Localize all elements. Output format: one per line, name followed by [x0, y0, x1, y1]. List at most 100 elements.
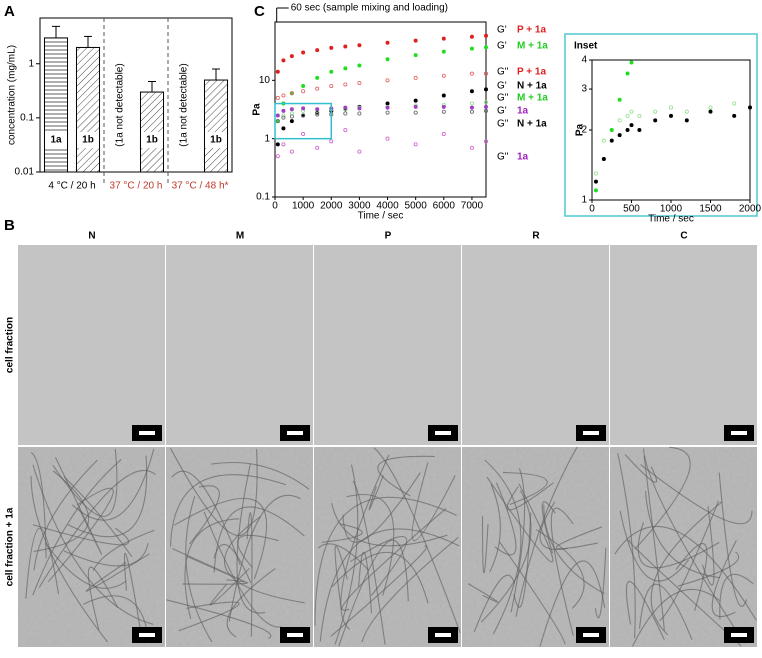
- fibril: [71, 448, 155, 521]
- legend-sample: 1a: [517, 106, 529, 117]
- y-tick-label: 0.01: [15, 167, 35, 178]
- bar-label-box: [77, 132, 99, 148]
- fibril: [184, 518, 240, 620]
- data-point: [469, 145, 474, 150]
- data-point: [469, 105, 474, 110]
- data-point: [593, 188, 598, 193]
- inset-title: Inset: [574, 41, 598, 52]
- data-point: [289, 149, 294, 154]
- fibril: [467, 583, 499, 603]
- fibril: [33, 459, 98, 571]
- inset-frame: [564, 33, 758, 217]
- data-point: [669, 113, 674, 118]
- fibril: [499, 541, 566, 645]
- group-label: 4 °C / 20 h: [48, 181, 95, 192]
- fibril: [619, 510, 690, 582]
- x-tick-label: 7000: [461, 201, 484, 212]
- column-label: R: [532, 231, 540, 242]
- data-point: [441, 36, 446, 41]
- data-point: [441, 73, 446, 78]
- data-point: [653, 109, 658, 114]
- fibril: [223, 516, 305, 604]
- fibril: [67, 455, 148, 538]
- fibril: [321, 523, 363, 543]
- x-tick-label: 4000: [376, 201, 399, 212]
- data-point: [469, 71, 474, 76]
- y-axis-label: concentration (mg/mL): [7, 45, 18, 145]
- data-point: [275, 113, 280, 118]
- fibril: [92, 529, 155, 571]
- data-point: [315, 86, 320, 91]
- y-tick-label: 0.1: [256, 192, 270, 203]
- fibril: [330, 545, 428, 637]
- data-point: [684, 118, 689, 123]
- fibril: [237, 534, 279, 568]
- scale-bar: [731, 431, 747, 435]
- data-point: [629, 109, 634, 114]
- fibril: [52, 448, 118, 517]
- micrograph-texture: [18, 447, 165, 647]
- data-point: [385, 110, 390, 115]
- fibril: [637, 522, 720, 569]
- panel-label: A: [4, 3, 15, 20]
- fibril: [331, 551, 429, 604]
- data-point: [413, 104, 418, 109]
- fibril: [628, 539, 742, 647]
- fibril: [535, 529, 585, 609]
- data-point: [281, 58, 286, 63]
- data-point: [483, 87, 488, 92]
- fibril: [718, 472, 748, 607]
- column-label: M: [236, 231, 244, 242]
- y-axis-label: Pa: [252, 103, 263, 116]
- micrograph-texture: [314, 447, 461, 647]
- fibril: [123, 552, 143, 638]
- fibril: [211, 461, 310, 490]
- data-point: [281, 115, 286, 120]
- y-tick-label: 4: [581, 55, 587, 66]
- data-point: [748, 105, 753, 110]
- fibril: [314, 496, 457, 626]
- micrograph-texture: [610, 245, 757, 445]
- plot-frame: [39, 17, 233, 173]
- bar-label: 1a: [50, 135, 62, 146]
- data-point: [357, 43, 362, 48]
- x-tick-label: 3000: [348, 201, 371, 212]
- not-detectable-note: (1a not detectable): [115, 63, 126, 146]
- panel-label: C: [254, 3, 265, 20]
- fibril: [539, 560, 606, 647]
- fibril: [172, 548, 245, 582]
- data-point: [329, 45, 334, 50]
- fibril: [349, 536, 408, 597]
- data-point: [413, 38, 418, 43]
- legend-modulus: G": [497, 67, 509, 78]
- scale-bar: [435, 431, 451, 435]
- fibril: [63, 542, 149, 567]
- data-point: [413, 110, 418, 115]
- data-point: [357, 81, 362, 86]
- micrograph-texture: [314, 245, 461, 445]
- data-point: [413, 142, 418, 147]
- fibril: [47, 487, 114, 583]
- data-point: [629, 123, 634, 128]
- fibril: [701, 506, 715, 586]
- data-point: [281, 113, 286, 118]
- row-label: cell fraction: [5, 317, 16, 373]
- scale-bar: [435, 633, 451, 637]
- data-point: [637, 113, 642, 118]
- data-point: [343, 105, 348, 110]
- data-point: [289, 91, 294, 96]
- bar-label: 1b: [210, 135, 222, 146]
- data-point: [609, 127, 614, 132]
- data-point: [483, 100, 488, 105]
- data-point: [281, 108, 286, 113]
- data-point: [413, 53, 418, 58]
- data-point: [301, 132, 306, 137]
- fibril: [171, 470, 241, 566]
- fibril: [178, 601, 240, 632]
- data-point: [609, 138, 614, 143]
- legend-sample: 1a: [517, 152, 529, 163]
- fibril: [334, 464, 359, 645]
- fibril: [541, 501, 556, 554]
- fibril: [624, 454, 658, 483]
